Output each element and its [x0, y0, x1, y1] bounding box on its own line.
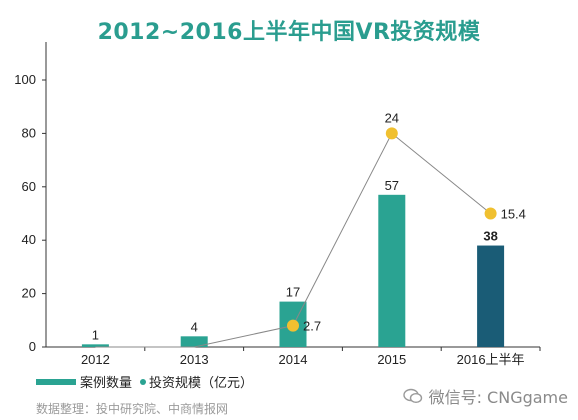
investment-point — [385, 127, 398, 140]
bar-value-label: 38 — [483, 229, 497, 244]
y-tick-label: 20 — [22, 286, 36, 301]
bar — [81, 344, 109, 347]
watermark: 微信号: CNGgame — [402, 384, 568, 408]
y-tick-label: 0 — [29, 339, 36, 354]
investment-value-label: 2.7 — [303, 319, 321, 334]
x-tick-label: 2012 — [81, 352, 110, 367]
x-tick-label: 2014 — [279, 352, 308, 367]
legend-line-dot — [140, 378, 147, 385]
x-tick-label: 2016上半年 — [457, 352, 525, 367]
bar-value-label: 1 — [92, 327, 99, 342]
watermark-text: 微信号: CNGgame — [428, 388, 568, 407]
bar — [180, 336, 208, 347]
x-tick-label: 2013 — [180, 352, 209, 367]
legend-line-label: 投资规模（亿元） — [149, 376, 254, 391]
investment-value-label: 24 — [385, 110, 399, 125]
bar — [378, 194, 406, 347]
legend-bar-swatch — [36, 378, 76, 385]
investment-value-label: 15.4 — [501, 207, 526, 222]
y-tick-label: 40 — [22, 232, 36, 247]
bar-value-label: 17 — [286, 285, 300, 300]
y-tick-label: 60 — [22, 179, 36, 194]
legend: 案例数量 投资规模（亿元） — [36, 372, 253, 391]
chart-title: 2012~2016上半年中国VR投资规模 — [97, 20, 481, 45]
source-note: 数据整理：投中研究院、中商情报网 — [36, 402, 229, 416]
x-tick-label: 2015 — [377, 352, 406, 367]
legend-bar-label: 案例数量 — [80, 376, 133, 391]
bar-value-label: 57 — [385, 178, 399, 193]
y-tick-label: 100 — [14, 72, 36, 87]
investment-point — [484, 207, 497, 220]
y-tick-label: 80 — [22, 125, 36, 140]
bar-value-label: 4 — [191, 319, 198, 334]
bar — [477, 245, 505, 347]
investment-point — [287, 319, 299, 332]
wechat-icon — [402, 388, 423, 404]
